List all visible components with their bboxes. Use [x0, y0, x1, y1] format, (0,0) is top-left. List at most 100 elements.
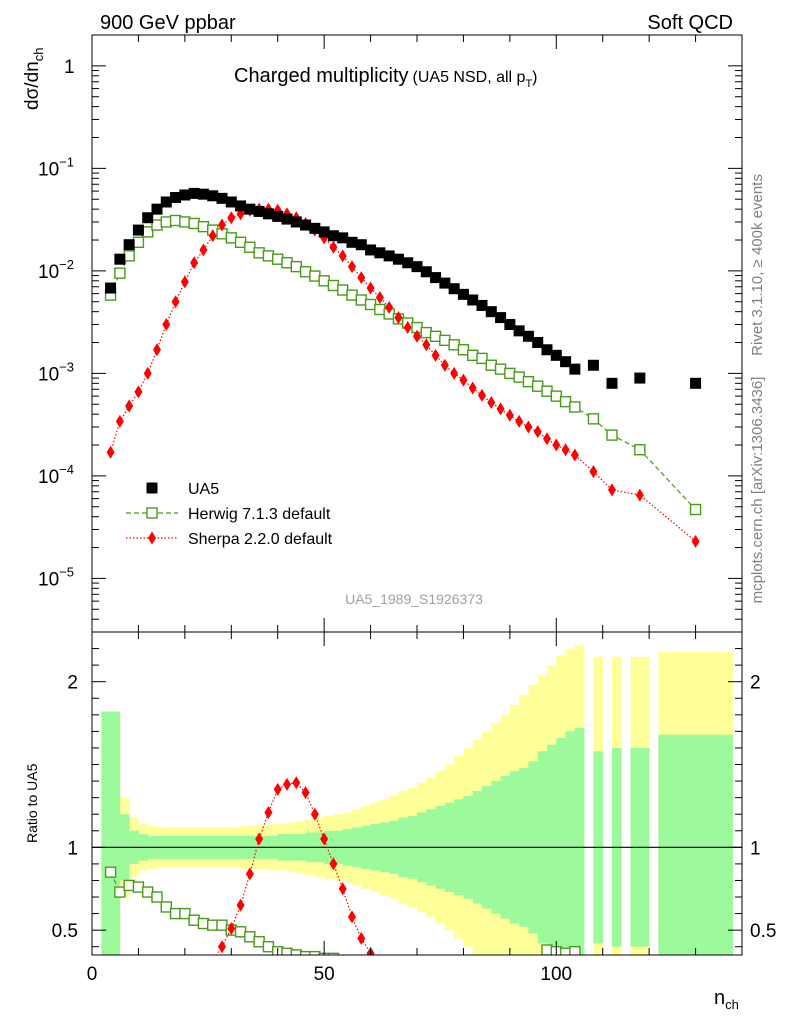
- sherpa-point: [570, 448, 579, 462]
- herwig-ratio-point: [216, 919, 228, 931]
- ua5-point: [225, 196, 237, 208]
- sherpa-ratio-point: [264, 806, 273, 820]
- ua5-point: [541, 344, 553, 356]
- ua5-point: [327, 230, 339, 242]
- y-tick-label: 10−2: [38, 257, 74, 283]
- y-tick-label-right: 2: [750, 673, 761, 694]
- y-tick-label-right: 0.5: [750, 921, 776, 942]
- analysis-id: UA5_1989_S1926373: [345, 591, 483, 607]
- ua5-point: [207, 190, 219, 202]
- sherpa-ratio-line: [216, 782, 372, 955]
- sherpa-point: [496, 402, 505, 416]
- x-axis-label-sub: ch: [725, 997, 739, 1012]
- ua5-point: [179, 189, 191, 201]
- herwig-point: [355, 294, 367, 306]
- sherpa-ratio-point: [283, 777, 291, 791]
- herwig-ratio-point: [253, 936, 265, 948]
- sherpa-ratio-point: [209, 955, 217, 968]
- herwig-point: [337, 284, 349, 296]
- ua5-point: [253, 205, 265, 217]
- herwig-point: [485, 359, 497, 371]
- mcplots-label: mcplots.cern.ch [arXiv:1306.3436]: [749, 377, 766, 604]
- sherpa-point: [208, 229, 217, 243]
- herwig-point: [550, 390, 562, 402]
- herwig-ratio-point: [207, 919, 219, 931]
- ua5-point: [355, 239, 367, 251]
- sherpa-point: [487, 395, 496, 409]
- herwig-ratio-point: [179, 907, 191, 920]
- sherpa-point: [635, 488, 644, 502]
- ua5-point: [522, 330, 534, 342]
- sherpa-ratio-point: [273, 782, 282, 796]
- y-tick-label: 10−5: [38, 564, 74, 590]
- herwig-ratio-point: [160, 901, 172, 913]
- sherpa-point: [366, 281, 375, 295]
- y-tick-label: 0.5: [52, 921, 78, 942]
- herwig-point: [439, 334, 451, 347]
- y-tick-label: 2: [67, 673, 78, 694]
- herwig-point: [309, 270, 321, 282]
- sherpa-point: [143, 366, 152, 380]
- sherpa-point: [134, 385, 143, 399]
- sherpa-point: [431, 348, 440, 362]
- sherpa-ratio-point: [301, 786, 310, 800]
- herwig-point: [522, 375, 535, 388]
- sherpa-ratio-point: [357, 931, 366, 945]
- ua5-point: [123, 239, 135, 251]
- sherpa-point: [348, 260, 356, 274]
- ua5-point: [346, 236, 358, 248]
- sherpa-point: [385, 300, 394, 314]
- ua5-point: [383, 250, 395, 262]
- sherpa-point: [589, 465, 598, 479]
- herwig-ratio-point: [188, 914, 200, 926]
- ua5-point: [560, 356, 572, 368]
- ua5-point: [151, 203, 163, 215]
- sherpa-point: [153, 343, 161, 357]
- upper-data-layer: [104, 187, 702, 548]
- plot-title-sub: (UA5 NSD, all p: [413, 69, 526, 86]
- herwig-ratio-point: [290, 949, 302, 955]
- ua5-point: [504, 318, 516, 330]
- herwig-point: [634, 444, 646, 456]
- sherpa-point: [505, 408, 514, 422]
- ua5-point: [216, 192, 228, 204]
- herwig-point: [179, 216, 191, 228]
- uncertainty-band-inner: [556, 738, 566, 955]
- ua5-point: [244, 203, 256, 215]
- ua5-point: [532, 337, 544, 349]
- ua5-point: [495, 312, 507, 324]
- sherpa-point: [691, 534, 700, 548]
- ua5-point: [281, 213, 293, 225]
- rivet-label: Rivet 3.1.10, ≥ 400k events: [749, 174, 766, 356]
- lower-axis-ticks: 0 50 100 0.5 0.5 1 1 2 2: [52, 632, 776, 985]
- plot-title-subsub: T: [525, 78, 532, 90]
- lower-panel: 0 50 100 0.5 0.5 1 1 2 2 Ratio to UA5 nch: [24, 631, 776, 1012]
- ua5-point: [105, 282, 117, 294]
- ua5-point: [587, 359, 599, 371]
- sherpa-point: [478, 388, 486, 402]
- ua5-point: [300, 219, 312, 231]
- herwig-ratio-point: [197, 917, 210, 930]
- sherpa-point: [459, 373, 468, 387]
- sherpa-point: [125, 399, 134, 413]
- herwig-ratio-point: [559, 947, 572, 955]
- herwig-point: [494, 363, 507, 375]
- herwig-ratio-point: [114, 886, 126, 898]
- sherpa-point: [608, 483, 616, 497]
- herwig-point: [504, 367, 516, 380]
- legend-label: Herwig 7.1.3 default: [188, 506, 331, 523]
- sherpa-ratio-point: [236, 898, 245, 912]
- herwig-point: [142, 226, 154, 238]
- herwig-point: [513, 371, 525, 383]
- y-tick-label: 10−3: [38, 359, 74, 385]
- ua5-point: [402, 257, 414, 269]
- herwig-point: [299, 266, 312, 278]
- herwig-ratio-point: [234, 926, 247, 938]
- legend-marker: [148, 531, 156, 545]
- uncertainty-band-inner: [565, 731, 576, 955]
- herwig-ratio-point: [299, 950, 312, 955]
- ua5-point: [392, 253, 404, 265]
- sherpa-point: [394, 311, 403, 325]
- ua5-point: [569, 363, 581, 375]
